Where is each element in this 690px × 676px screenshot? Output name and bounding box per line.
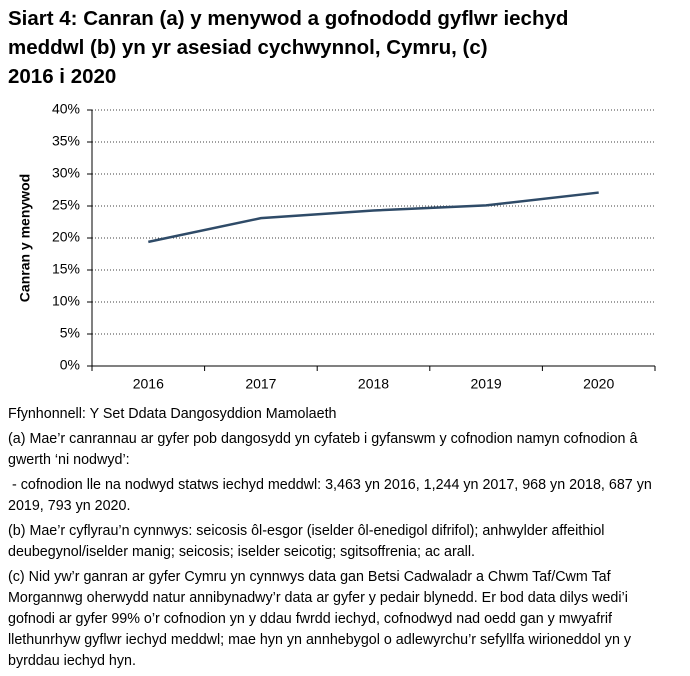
note: (c) Nid yw’r ganran ar gyfer Cymru yn cy… [8,569,636,669]
note: (b) Mae’r cyflyrau’n cynnwys: seicosis ô… [8,523,609,560]
chart-title: Siart 4: Canran (a) y menywod a gofnodod… [8,4,568,91]
y-tick-label: 35% [52,133,80,149]
title-line: meddwl (b) yn yr asesiad cychwynnol, Cym… [8,36,488,59]
y-tick-label: 5% [60,325,80,341]
chart: Canran y menywod 0% 5% 10% 15% 20% 25% 30% 35% 40… [17,101,656,392]
y-tick-label: 15% [52,261,80,277]
note: (a) Mae’r canrannau ar gyfer pob dangosy… [8,431,642,468]
x-tick-label: 2018 [358,376,389,392]
x-tick-label: 2017 [245,376,276,392]
title-line: 2016 i 2020 [8,65,117,88]
y-tick-label: 10% [52,293,80,309]
y-tick-label: 20% [52,229,80,245]
y-tick-label: 0% [60,357,80,373]
title-line: Siart 4: Canran (a) y menywod a gofnodod… [8,7,569,30]
x-tick-label: 2016 [133,376,164,392]
note: Ffynhonnell: Y Set Ddata Dangosyddion Ma… [8,406,337,422]
data-line [148,191,599,244]
x-tick-label: 2020 [583,376,614,392]
note: - cofnodion lle na nodwyd statws iechyd … [8,477,656,514]
y-tick-label: 40% [52,101,80,117]
y-axis-label: Canran y menywod [17,174,33,302]
x-tick-label: 2019 [471,376,502,392]
y-tick-label: 25% [52,197,80,213]
notes: Ffynhonnell: Y Set Ddata Dangosyddion Ma… [8,404,678,676]
y-tick-label: 30% [52,165,80,181]
